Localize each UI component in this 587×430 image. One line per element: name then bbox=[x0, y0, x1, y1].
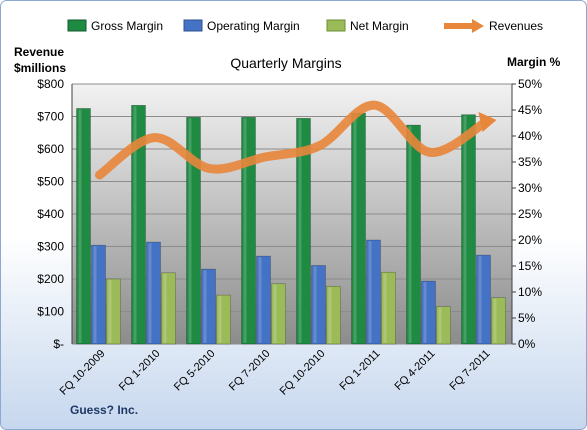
bar-highlight bbox=[243, 118, 247, 343]
left-tick-label: $200 bbox=[37, 272, 64, 286]
bar-highlight bbox=[328, 287, 332, 343]
legend-label-revenues: Revenues bbox=[489, 19, 543, 33]
left-tick-label: $300 bbox=[37, 240, 64, 254]
bar-highlight bbox=[493, 298, 497, 343]
right-tick-label: 20% bbox=[518, 233, 542, 247]
bar-highlight bbox=[163, 273, 167, 343]
bar-operating-margin bbox=[366, 239, 381, 345]
bar-highlight bbox=[218, 296, 222, 343]
bar-highlight bbox=[368, 241, 372, 343]
bar-gross-margin bbox=[241, 116, 256, 345]
bar-highlight bbox=[423, 282, 427, 343]
bar-gross-margin bbox=[131, 105, 146, 345]
right-tick-label: 40% bbox=[518, 129, 542, 143]
left-tick-label: $500 bbox=[37, 175, 64, 189]
bar-net-margin bbox=[381, 271, 396, 345]
bar-gross-margin bbox=[461, 114, 476, 345]
right-axis-label: Margin % bbox=[507, 55, 561, 69]
bar-highlight bbox=[438, 307, 442, 343]
right-axis-ticks: 0% 5% 10% 15% 20% 25% 30% 35% 40% 45% 50% bbox=[511, 77, 542, 351]
bar-gross-margin bbox=[76, 108, 91, 345]
right-tick-label: 15% bbox=[518, 259, 542, 273]
bar-highlight bbox=[383, 273, 387, 343]
bars bbox=[76, 105, 506, 345]
legend: Gross Margin Operating Margin Net Margin… bbox=[67, 19, 543, 33]
bar-operating-margin bbox=[256, 255, 271, 345]
bar-highlight bbox=[273, 284, 277, 343]
legend-swatch-operating-margin bbox=[183, 19, 203, 32]
bar-highlight bbox=[408, 126, 412, 343]
bar-highlight bbox=[313, 266, 317, 343]
right-tick-label: 30% bbox=[518, 181, 542, 195]
legend-label-operating-margin: Operating Margin bbox=[207, 19, 300, 33]
bar-operating-margin bbox=[311, 265, 326, 345]
footer-company: Guess? Inc. bbox=[70, 403, 138, 417]
revenue-line-arrowhead bbox=[478, 112, 497, 132]
bar-net-margin bbox=[491, 297, 506, 345]
left-axis-ticks: $- $100 $200 $300 $400 $500 $600 $700 $800 bbox=[37, 77, 73, 351]
bar-gross-margin bbox=[406, 124, 421, 345]
bar-highlight bbox=[93, 246, 97, 343]
left-axis-label-line2: $millions bbox=[14, 61, 66, 75]
right-tick-label: 50% bbox=[518, 77, 542, 91]
bar-highlight bbox=[108, 280, 112, 343]
bar-highlight bbox=[258, 257, 262, 343]
bar-highlight bbox=[353, 114, 357, 344]
chart-title: Quarterly Margins bbox=[230, 55, 341, 71]
bar-operating-margin bbox=[146, 241, 161, 345]
bar-net-margin bbox=[326, 285, 341, 345]
bar-operating-margin bbox=[421, 280, 436, 345]
revenue-line-path bbox=[95, 100, 489, 180]
bar-operating-margin bbox=[201, 268, 216, 345]
bar-highlight bbox=[298, 119, 302, 343]
legend-label-net-margin: Net Margin bbox=[350, 19, 409, 33]
bar-highlight bbox=[78, 109, 82, 343]
left-tick-label: $100 bbox=[37, 305, 64, 319]
bar-net-margin bbox=[436, 306, 451, 345]
legend-swatch-net-margin bbox=[326, 19, 346, 32]
right-tick-label: 10% bbox=[518, 285, 542, 299]
left-tick-label: $400 bbox=[37, 207, 64, 221]
right-tick-label: 0% bbox=[518, 337, 536, 351]
right-tick-label: 5% bbox=[518, 311, 536, 325]
right-tick-label: 45% bbox=[518, 103, 542, 117]
legend-label-gross-margin: Gross Margin bbox=[91, 19, 163, 33]
left-axis-label-line1: Revenue bbox=[14, 45, 64, 59]
left-tick-label: $600 bbox=[37, 142, 64, 156]
left-tick-label: $- bbox=[53, 337, 64, 351]
bar-net-margin bbox=[106, 278, 121, 345]
left-tick-label: $800 bbox=[37, 77, 64, 91]
bar-highlight bbox=[463, 115, 467, 344]
bar-operating-margin bbox=[91, 244, 106, 345]
bar-net-margin bbox=[216, 294, 231, 345]
revenue-line bbox=[95, 100, 497, 180]
bar-highlight bbox=[148, 243, 152, 343]
left-tick-label: $700 bbox=[37, 110, 64, 124]
bar-highlight bbox=[133, 106, 137, 343]
bar-gross-margin bbox=[296, 118, 311, 345]
bar-net-margin bbox=[271, 283, 286, 345]
bar-net-margin bbox=[161, 272, 176, 345]
bar-operating-margin bbox=[476, 254, 491, 345]
bar-highlight bbox=[478, 256, 482, 343]
bar-gross-margin bbox=[186, 116, 201, 345]
right-tick-label: 25% bbox=[518, 207, 542, 221]
bar-highlight bbox=[188, 118, 192, 343]
legend-arrow-head bbox=[472, 19, 484, 33]
bar-highlight bbox=[203, 270, 207, 343]
right-tick-label: 35% bbox=[518, 155, 542, 169]
legend-swatch-gross-margin bbox=[67, 19, 87, 32]
